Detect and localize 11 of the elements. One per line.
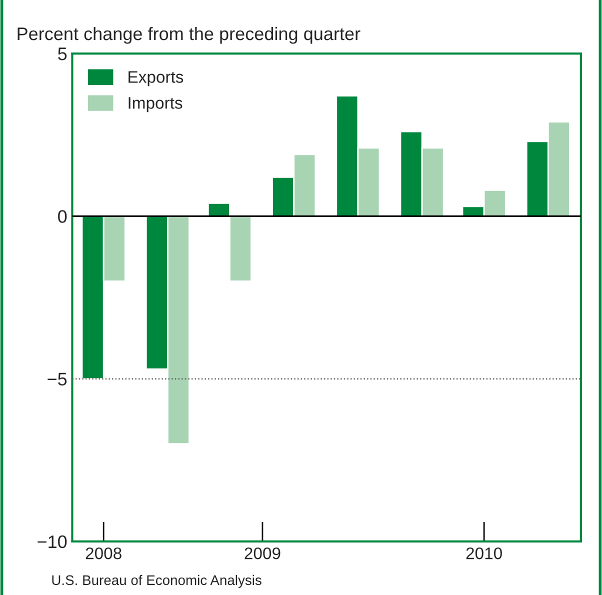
y-axis-title: Percent change from the preceding quarter	[18, 26, 360, 44]
y-tick-label: −5	[48, 372, 67, 386]
x-tick-label: 2008	[86, 547, 122, 560]
legend-label: Exports	[128, 71, 184, 86]
legend-label: Imports	[128, 97, 182, 112]
y-tick-label: 0	[58, 210, 67, 223]
text: U.S. Bureau of Economic Analysis	[52, 574, 262, 588]
x-tick-label: 2009	[244, 547, 280, 560]
y-tick-label: 5	[58, 48, 67, 60]
y-tick-label: −10	[38, 535, 67, 548]
x-tick-label: 2010	[466, 547, 502, 560]
